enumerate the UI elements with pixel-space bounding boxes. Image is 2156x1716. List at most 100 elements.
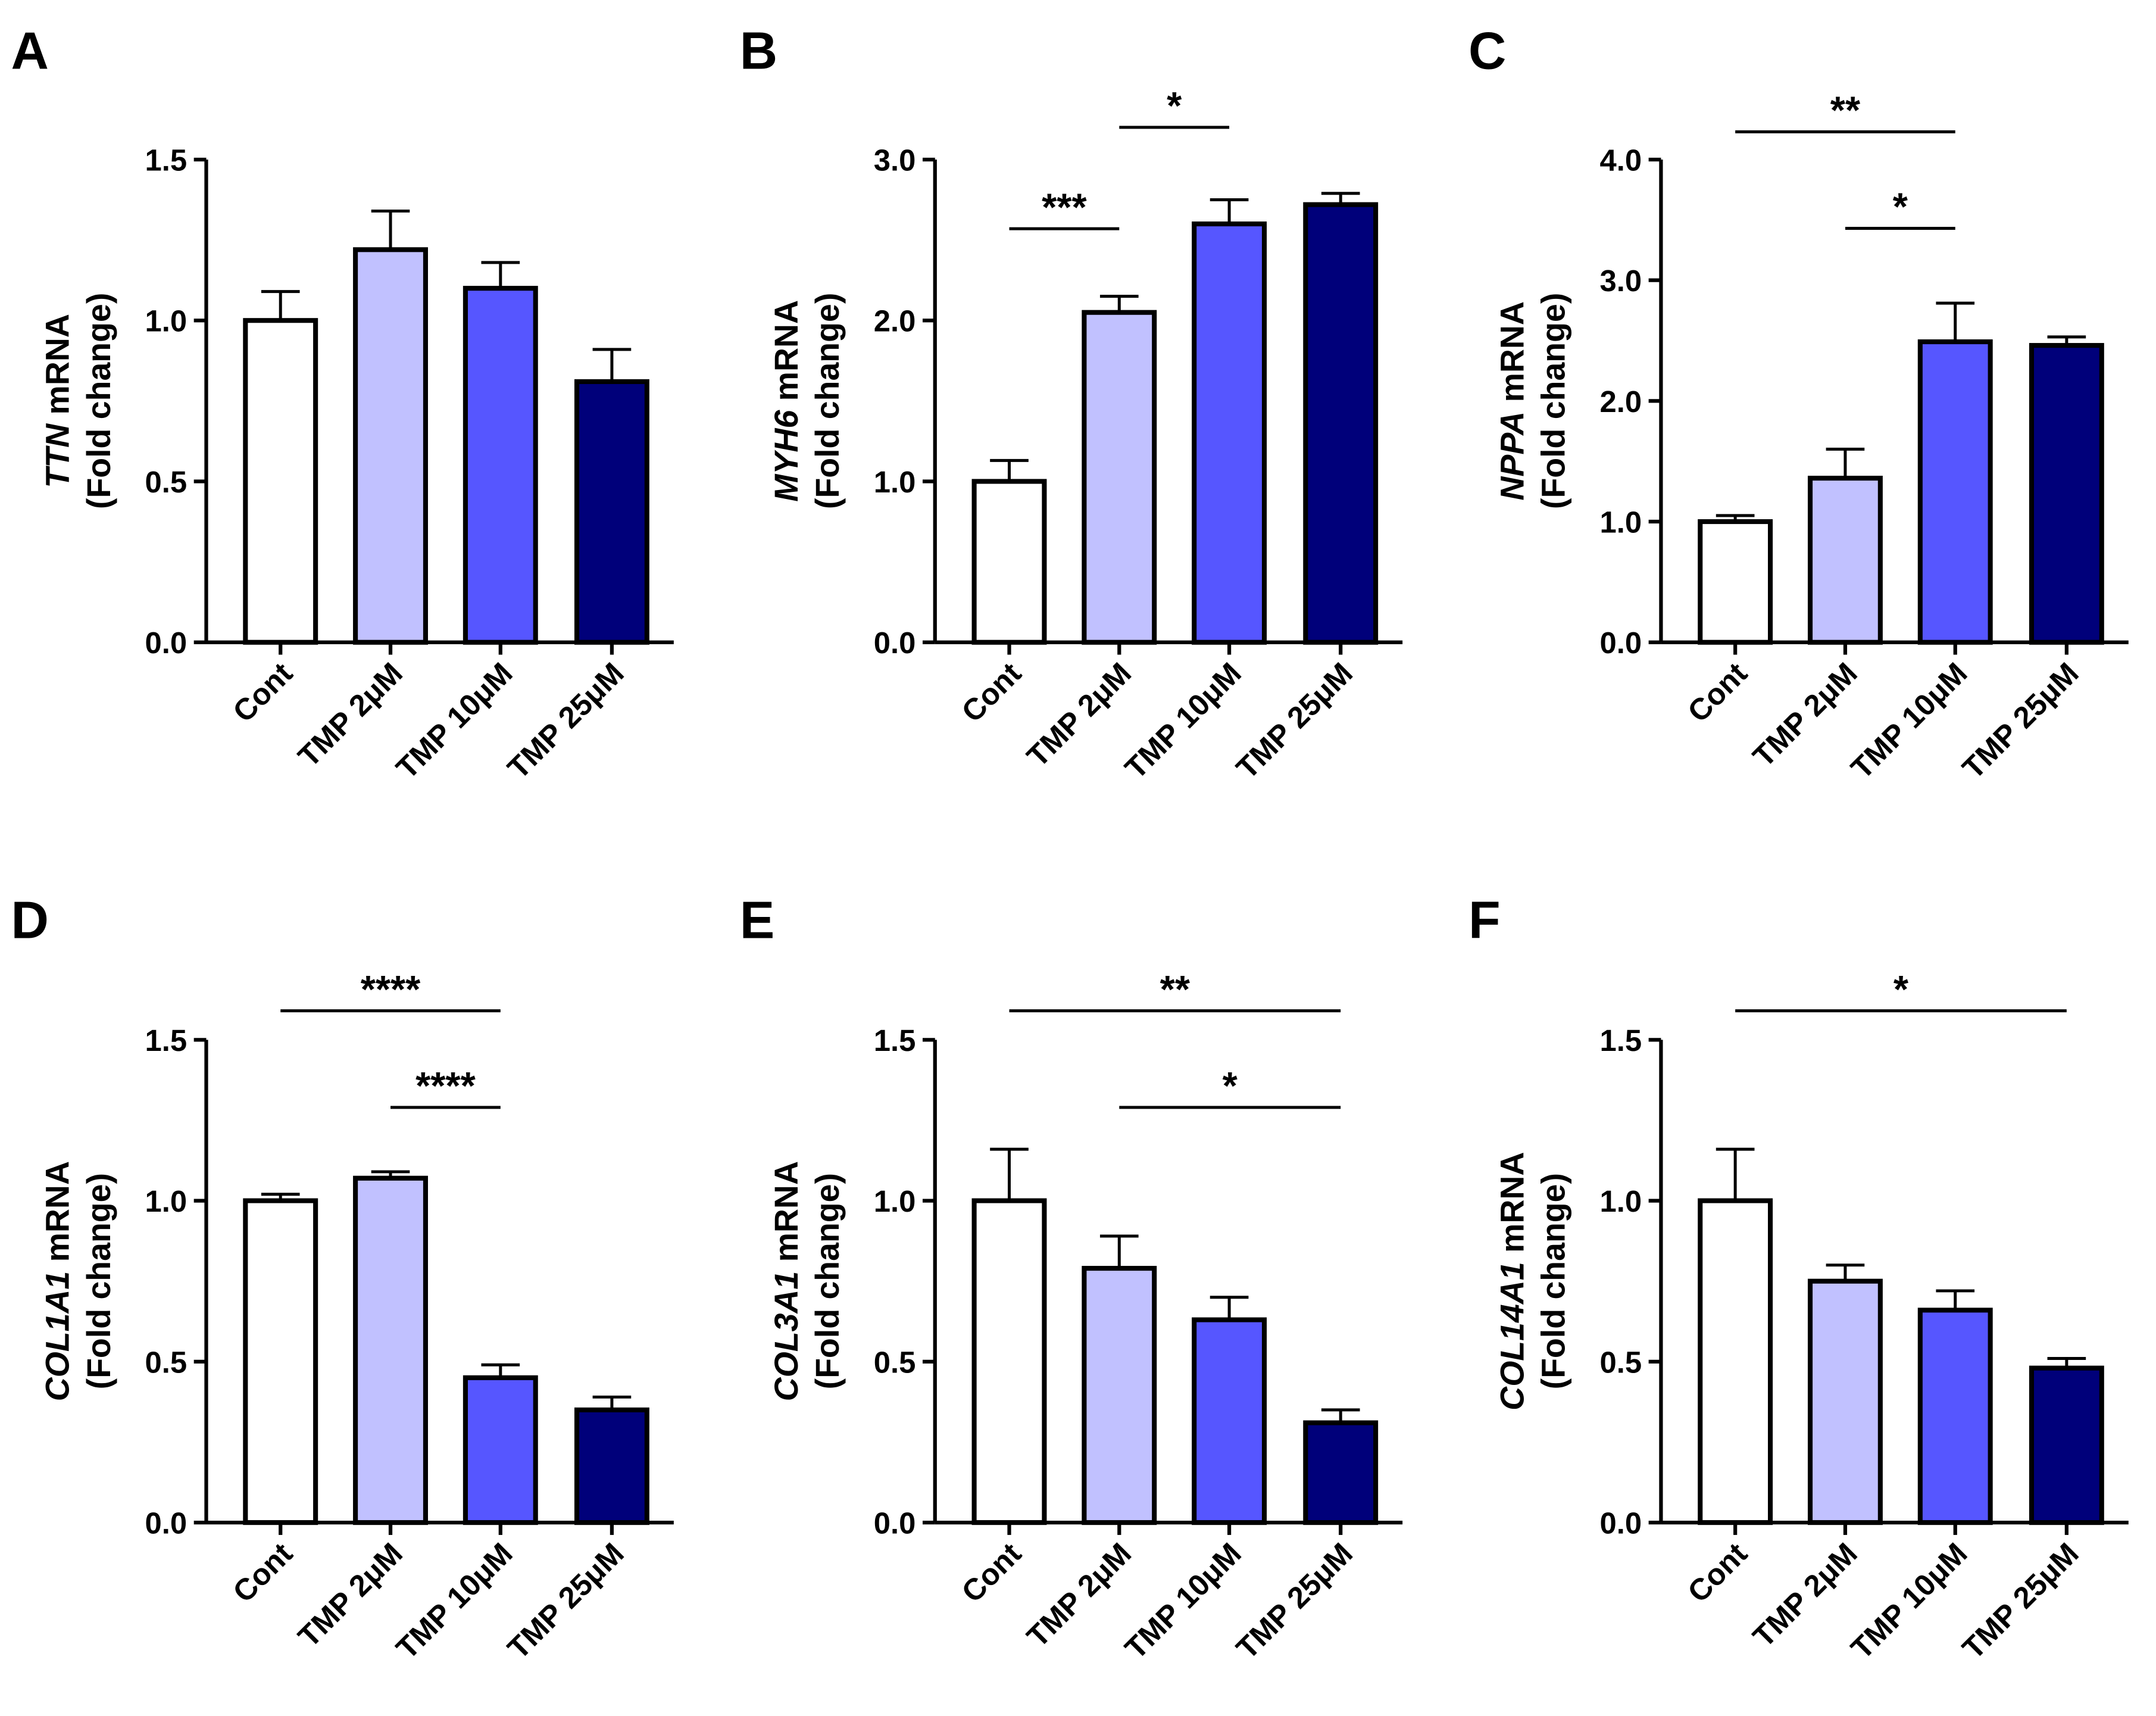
- bar-1: [1698, 519, 1773, 645]
- panel-label: D: [11, 891, 48, 949]
- bar-4: [2029, 1365, 2104, 1525]
- y-tick-label: 0.0: [874, 1506, 916, 1540]
- y-tick-label: 1.5: [1599, 1024, 1642, 1057]
- bar-4: [1303, 1420, 1379, 1525]
- y-axis-title-gene: TTN: [39, 423, 76, 488]
- bar-1: [1698, 1198, 1773, 1525]
- panel-label: C: [1468, 21, 1506, 80]
- y-tick-label: 1.0: [145, 1184, 188, 1218]
- bar-3: [1192, 1317, 1267, 1525]
- y-axis-title-gene: NPPA: [1493, 411, 1530, 501]
- y-axis-title-line2: (Fold change): [809, 1173, 846, 1389]
- bar-2: [1807, 1278, 1883, 1525]
- panel-label: E: [740, 891, 775, 949]
- panel-label: A: [11, 21, 48, 80]
- bar-4: [574, 379, 649, 645]
- x-tick-label: Cont: [955, 656, 1027, 729]
- x-tick-label: Cont: [955, 1536, 1027, 1609]
- y-tick-label: 1.0: [1599, 1184, 1642, 1218]
- y-axis-title-unit: mRNA: [768, 300, 805, 410]
- panel-f: F 0.0 0.5 1.0 1.5 COL14A1 mRNA (Fold change) Co…: [1468, 891, 2129, 1665]
- y-tick-label: 1.5: [874, 1024, 916, 1057]
- bar-2: [1082, 310, 1157, 645]
- bar-3: [1917, 1308, 1993, 1525]
- x-tick-label: TMP 25μM: [1230, 1536, 1359, 1665]
- significance-label: *: [1167, 84, 1182, 127]
- x-tick-label: TMP 2μM: [292, 1536, 409, 1653]
- x-tick-label: TMP 25μM: [501, 1536, 630, 1665]
- bar-1: [243, 1198, 318, 1525]
- x-tick-label: TMP 10μM: [389, 656, 518, 785]
- y-tick-label: 1.5: [145, 1024, 188, 1057]
- bar-1: [243, 318, 318, 645]
- y-tick-label: 0.0: [874, 626, 916, 660]
- y-axis-title-gene: MYH6: [768, 410, 805, 502]
- panel-label: B: [740, 21, 777, 80]
- y-axis-title-line2: (Fold change): [1535, 1173, 1572, 1389]
- y-tick-label: 0.0: [145, 626, 188, 660]
- x-tick-label: TMP 25μM: [501, 656, 630, 785]
- x-tick-label: TMP 10μM: [1844, 1536, 1973, 1665]
- y-tick-label: 1.0: [145, 304, 188, 338]
- x-tick-label: TMP 2μM: [1020, 1536, 1138, 1653]
- panel-label: F: [1468, 891, 1501, 949]
- significance-label: ***: [1042, 185, 1087, 229]
- y-axis-title-unit: mRNA: [1493, 301, 1530, 411]
- x-tick-label: TMP 25μM: [1955, 1536, 2085, 1665]
- y-tick-label: 1.0: [1599, 506, 1642, 539]
- y-tick-label: 0.5: [874, 1345, 916, 1379]
- panel-c: C 0.0 1.0 2.0 3.0 4.0 NPPA mRNA (Fold change) Co…: [1468, 21, 2129, 785]
- bar-1: [971, 479, 1047, 645]
- y-axis-title-unit: mRNA: [39, 1161, 76, 1271]
- y-axis-title: MYH6 mRNA (Fold change): [768, 293, 846, 509]
- y-axis-title-line2: (Fold change): [809, 293, 846, 509]
- y-tick-label: 0.0: [1599, 626, 1642, 660]
- y-tick-label: 0.0: [145, 1506, 188, 1540]
- x-tick-label: Cont: [226, 1536, 299, 1609]
- y-axis-title: TTN mRNA (Fold change): [39, 293, 117, 509]
- x-tick-label: TMP 2μM: [1746, 656, 1864, 773]
- y-tick-label: 0.0: [1599, 1506, 1642, 1540]
- y-axis-title: COL3A1 mRNA (Fold change): [768, 1161, 846, 1401]
- bar-2: [1807, 476, 1883, 645]
- bar-4: [2029, 343, 2104, 645]
- x-tick-label: Cont: [226, 656, 299, 729]
- significance-label: **: [1830, 88, 1861, 132]
- y-tick-label: 3.0: [1599, 264, 1642, 298]
- bar-4: [1303, 202, 1379, 645]
- y-axis-title-unit: mRNA: [1493, 1152, 1530, 1262]
- y-tick-label: 1.0: [874, 1184, 916, 1218]
- y-axis-title-gene: COL3A1: [768, 1271, 805, 1402]
- y-tick-label: 0.5: [145, 465, 188, 499]
- bar-3: [463, 286, 538, 645]
- y-axis-title-line2: (Fold change): [80, 293, 117, 509]
- y-axis-title: NPPA mRNA (Fold change): [1493, 293, 1571, 509]
- x-tick-label: TMP 10μM: [1844, 656, 1973, 785]
- y-axis-title-gene: COL14A1: [1493, 1262, 1530, 1410]
- x-tick-label: TMP 2μM: [1020, 656, 1138, 773]
- y-axis-title: COL1A1 mRNA (Fold change): [39, 1161, 117, 1401]
- significance-label: ****: [415, 1064, 476, 1107]
- bar-2: [353, 1175, 428, 1525]
- x-tick-label: TMP 10μM: [1118, 1536, 1248, 1665]
- x-tick-label: TMP 10μM: [389, 1536, 518, 1665]
- y-tick-label: 2.0: [874, 304, 916, 338]
- y-tick-label: 0.5: [1599, 1345, 1642, 1379]
- significance-label: *: [1893, 968, 1909, 1011]
- significance-label: *: [1223, 1064, 1238, 1107]
- bar-4: [574, 1407, 649, 1525]
- y-axis-title-unit: mRNA: [768, 1161, 805, 1271]
- y-tick-label: 3.0: [874, 143, 916, 177]
- bar-1: [971, 1198, 1047, 1525]
- y-axis-title-line2: (Fold change): [80, 1173, 117, 1389]
- y-tick-label: 0.5: [145, 1345, 188, 1379]
- x-tick-label: Cont: [1681, 1536, 1754, 1609]
- significance-label: ****: [361, 968, 421, 1011]
- x-tick-label: Cont: [1681, 656, 1754, 729]
- panel-d: D 0.0 0.5 1.0 1.5 COL1A1 mRNA (Fold change) Con…: [11, 891, 674, 1665]
- significance-label: *: [1893, 185, 1908, 229]
- y-axis-title-unit: mRNA: [39, 314, 76, 424]
- y-axis-title-gene: COL1A1: [39, 1271, 76, 1402]
